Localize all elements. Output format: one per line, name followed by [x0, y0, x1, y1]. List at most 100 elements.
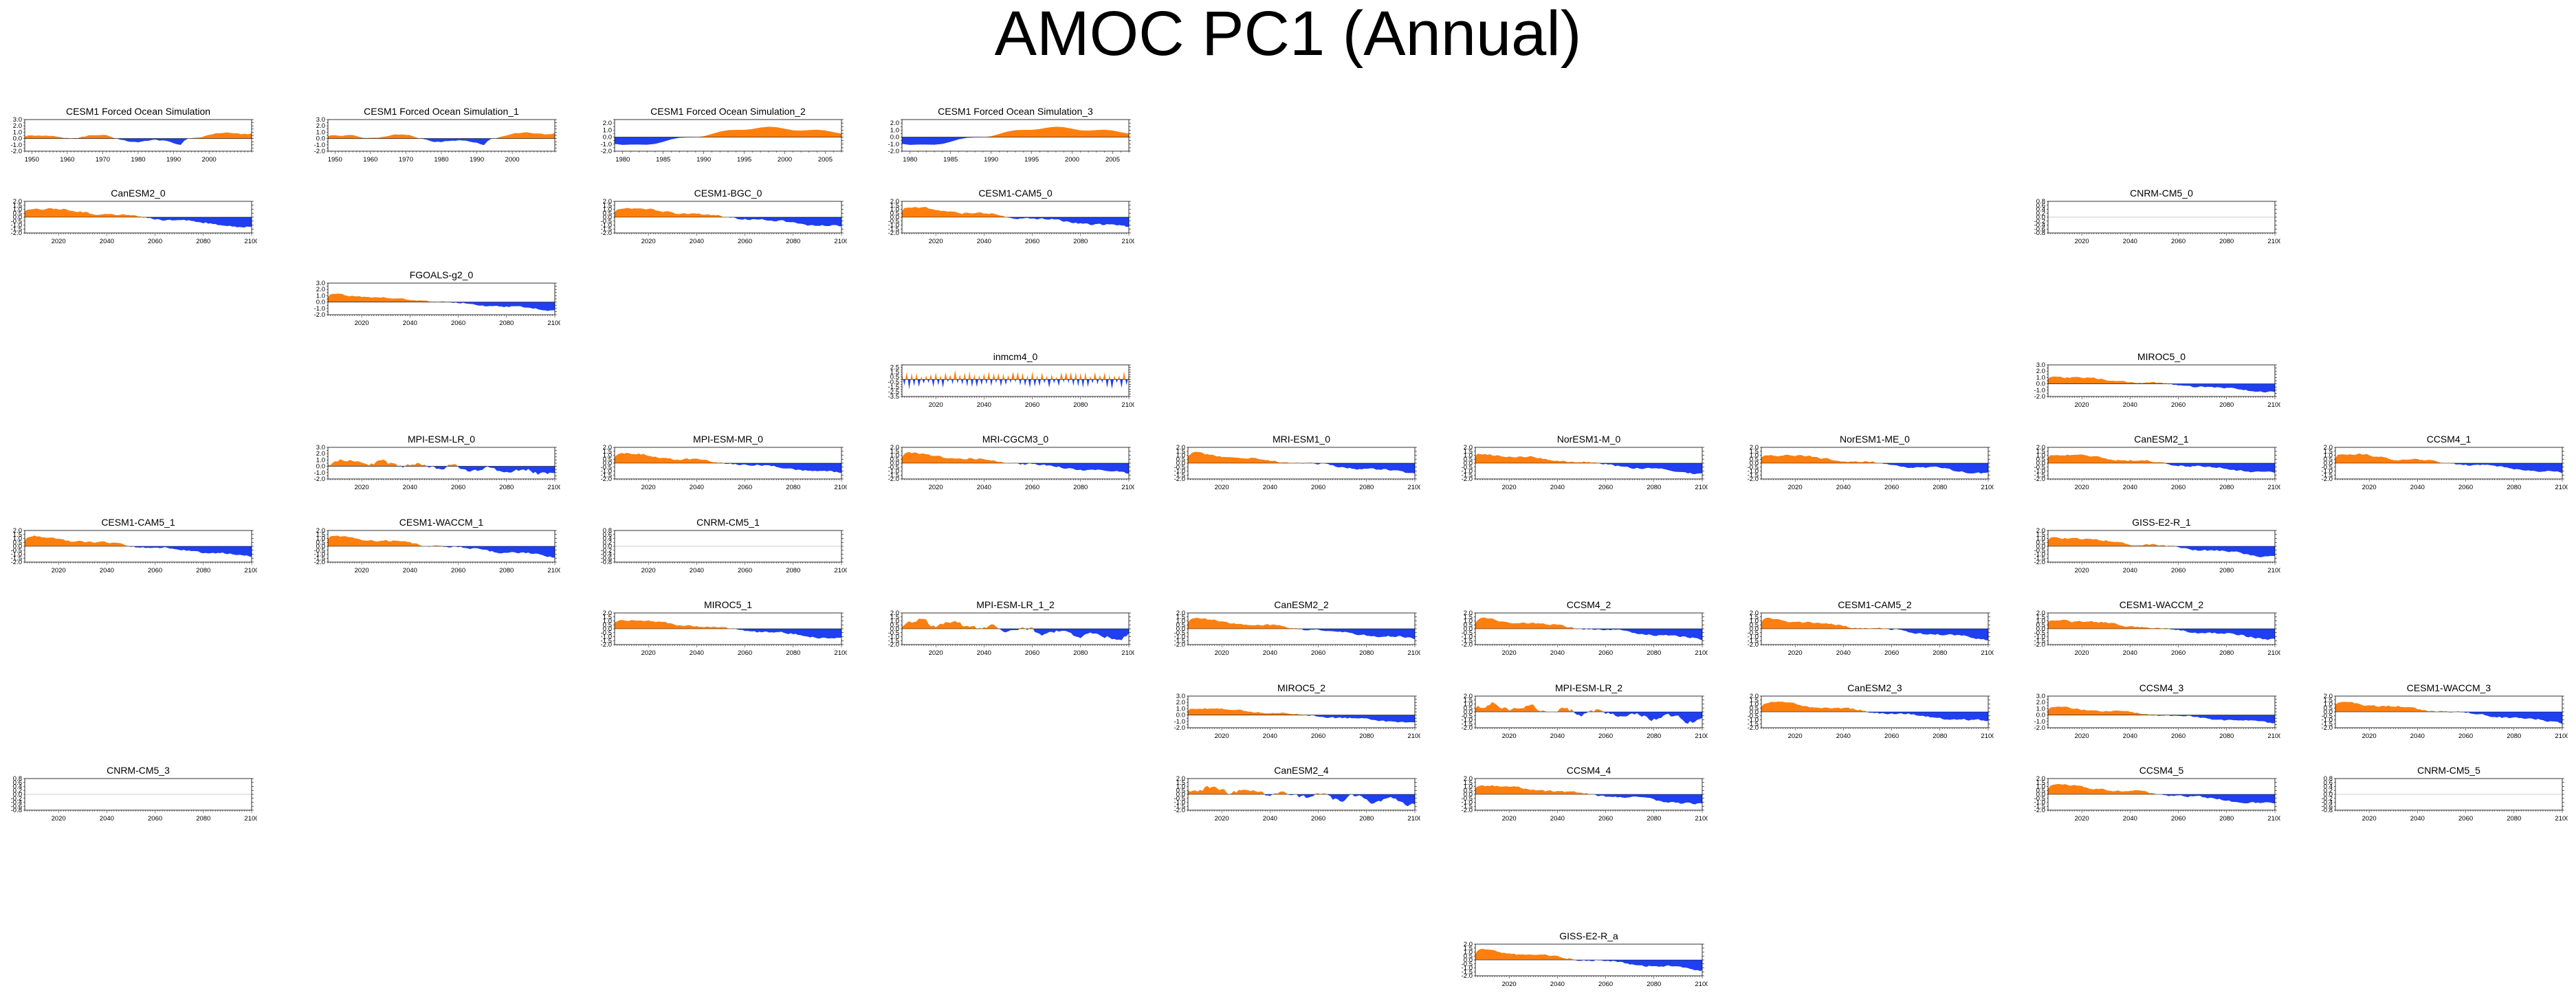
y-tick-label: 0.5	[1464, 704, 1473, 712]
positive-area	[902, 618, 1129, 629]
y-tick-label: 0.8	[603, 527, 612, 535]
x-tick-label: 2080	[2219, 815, 2234, 823]
positive-area	[25, 208, 252, 217]
y-tick-label: 0.0	[2036, 214, 2045, 221]
positive-area	[615, 453, 841, 463]
x-tick-label: 2080	[1073, 238, 1088, 245]
positive-area	[1188, 451, 1415, 463]
y-tick-label: -0.5	[11, 218, 22, 225]
x-tick-label: 2100	[2267, 401, 2280, 409]
panel-ccsm4-1: CCSM4_1 -2.0-1.5-1.0-0.50.00.51.01.52.0 20…	[2322, 434, 2568, 491]
panel-cnrm-cm5-1: CNRM-CM5_1 -0.8-0.6-0.4-0.20.00.20.40.60.…	[601, 517, 847, 574]
y-tick-label: -0.5	[2034, 795, 2045, 803]
x-tick-label: 2080	[1073, 401, 1088, 409]
x-tick-label: 2040	[2123, 238, 2137, 245]
y-tick-label: 0.0	[603, 134, 612, 142]
panel-title: MPI-ESM-LR_2	[1555, 682, 1622, 693]
y-tick-label: -1.0	[1462, 468, 1473, 476]
panel-title: CNRM-CM5_1	[696, 517, 760, 528]
y-tick-label: 1.0	[2036, 618, 2045, 625]
y-tick-label: 1.0	[890, 206, 899, 214]
y-tick-label: 0.2	[603, 539, 612, 546]
y-tick-label: 1.0	[1464, 701, 1473, 708]
y-tick-label: -0.5	[601, 218, 612, 225]
panel-cnrm-cm5-5: CNRM-CM5_5 -0.8-0.6-0.4-0.20.00.20.40.60.…	[2322, 765, 2568, 823]
negative-area	[25, 138, 252, 145]
x-tick-label: 2020	[929, 484, 943, 491]
y-tick-label: 2.0	[1464, 775, 1473, 783]
y-tick-label: -0.4	[11, 799, 22, 807]
x-tick-label: 2020	[2075, 649, 2089, 657]
panel-title: MPI-ESM-LR_1_2	[976, 599, 1055, 610]
y-tick-label: -1.5	[888, 383, 899, 391]
y-tick-label: -2.0	[1462, 476, 1473, 483]
y-tick-label: -1.0	[2034, 468, 2045, 476]
y-tick-label: 2.0	[2036, 368, 2045, 375]
y-tick-label: 0.0	[1750, 460, 1759, 467]
x-tick-label: 2040	[690, 484, 704, 491]
x-tick-label: 2060	[2171, 484, 2186, 491]
y-tick-label: -2.0	[11, 559, 22, 566]
figure-title: AMOC PC1 (Annual)	[994, 0, 1582, 69]
y-tick-label: 2.0	[1176, 699, 1185, 706]
y-tick-label: -1.0	[2034, 799, 2045, 807]
x-tick-label: 2040	[1550, 733, 1565, 740]
x-tick-label: 2080	[2507, 484, 2521, 491]
negative-area	[1188, 629, 1415, 640]
y-tick-label: -2.0	[1462, 807, 1473, 814]
panel-cesm1-cam5-2: CESM1-CAM5_2 -2.0-1.5-1.0-0.50.00.51.01.5…	[1748, 599, 1994, 657]
y-tick-label: -1.0	[314, 551, 325, 559]
y-tick-label: -1.0	[2322, 468, 2333, 476]
y-tick-label: -1.0	[1174, 718, 1185, 726]
x-tick-label: 2020	[1788, 649, 1803, 657]
negative-area	[1188, 463, 1415, 473]
panel-cesm1-forced-ocean-simulation-1: CESM1 Forced Ocean Simulation_1 -2.0-1.00…	[314, 106, 557, 164]
y-tick-label: 1.5	[2324, 697, 2333, 704]
panel-title: CanESM2_3	[1847, 682, 1902, 693]
y-tick-label: 0.0	[2324, 708, 2333, 716]
positive-area	[2335, 702, 2562, 712]
x-tick-label: 2100	[2267, 238, 2280, 245]
panel-noresm1-m-0: NorESM1-M_0-2.0-1.5-1.0-0.50.00.51.01.52…	[1462, 434, 1708, 491]
y-tick-label: 3.0	[2036, 693, 2045, 700]
x-tick-label: 2020	[1502, 649, 1517, 657]
y-tick-label: -1.5	[2322, 471, 2333, 479]
x-tick-label: 2100	[834, 484, 847, 491]
panel-title: CanESM2_0	[111, 188, 166, 199]
y-tick-label: 1.5	[890, 369, 899, 377]
panel-ccsm4-4: CCSM4_4 -2.0-1.5-1.0-0.50.00.51.01.52.0 20…	[1462, 765, 1708, 823]
y-tick-label: 0.0	[2036, 381, 2045, 388]
y-tick-label: -2.0	[2322, 724, 2333, 732]
x-tick-label: 2020	[641, 649, 656, 657]
y-tick-label: 0.0	[1464, 791, 1473, 798]
panel-canesm2-2: CanESM2_2 -2.0-1.5-1.0-0.50.00.51.01.52.0…	[1174, 599, 1420, 657]
y-tick-label: -0.5	[314, 547, 325, 555]
y-tick-label: -0.5	[2322, 464, 2333, 471]
y-tick-label: 0.5	[890, 374, 899, 381]
y-tick-label: -1.5	[314, 555, 325, 562]
y-tick-label: 0.5	[316, 539, 325, 546]
y-tick-label: 1.0	[316, 535, 325, 543]
positive-area	[25, 132, 252, 139]
y-tick-label: -1.0	[888, 222, 899, 230]
y-tick-label: -2.0	[1462, 724, 1473, 732]
x-tick-label: 2000	[1065, 156, 1079, 164]
y-tick-label: -0.4	[2034, 222, 2045, 230]
x-tick-label: 2020	[355, 484, 369, 491]
y-tick-label: -0.4	[601, 551, 612, 559]
y-tick-label: 0.5	[1750, 456, 1759, 463]
x-tick-label: 2020	[2075, 484, 2089, 491]
y-tick-label: 0.0	[1176, 712, 1185, 719]
panel-title: CanESM2_4	[1274, 765, 1329, 776]
y-tick-label: 0.5	[890, 621, 899, 629]
panel-title: CESM1-BGC_0	[694, 188, 762, 199]
panel-miroc5-0: MIROC5_0 -2.0-1.00.01.02.03.0 2020 2040 2060…	[2034, 351, 2280, 409]
y-tick-label: 1.5	[316, 531, 325, 539]
panel-miroc5-1: MIROC5_1 -2.0-1.5-1.0-0.50.00.51.01.52.0 2…	[601, 599, 847, 657]
x-tick-label: 2100	[547, 320, 560, 327]
negative-area	[25, 217, 252, 228]
x-tick-label: 2040	[100, 567, 114, 574]
x-tick-label: 1980	[615, 156, 630, 164]
y-tick-label: -1.0	[888, 634, 899, 641]
panel-title: CESM1-CAM5_1	[101, 517, 175, 528]
